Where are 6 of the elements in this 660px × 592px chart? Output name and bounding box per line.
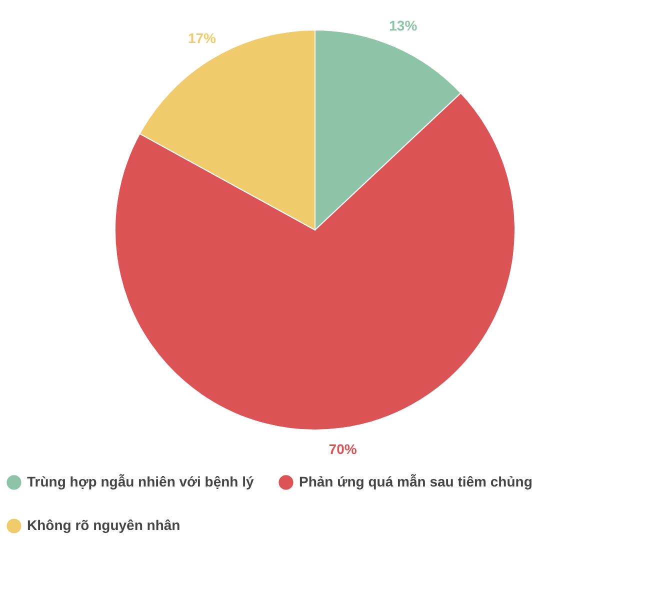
data-label: 13%	[389, 17, 418, 34]
data-label: 17%	[188, 30, 217, 46]
legend-label: Không rõ nguyên nhân	[27, 517, 180, 533]
data-label: 70%	[328, 441, 358, 458]
legend-label: Trùng hợp ngẫu nhiên với bệnh lý	[27, 473, 254, 490]
legend-label: Phản ứng quá mẫn sau tiêm chủng	[299, 473, 532, 490]
